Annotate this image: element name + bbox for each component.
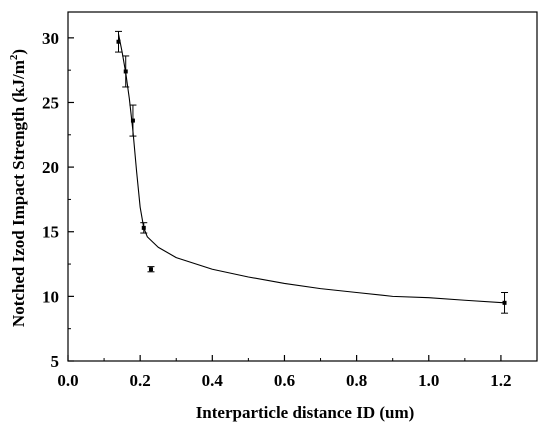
y-tick-label: 15 [42,223,59,242]
point-marker [148,267,153,272]
x-tick-label: 0.6 [274,371,295,390]
data-points-group [115,30,509,314]
point-marker [502,300,507,305]
x-tick-label: 0.4 [202,371,224,390]
y-tick-label: 20 [42,158,59,177]
data-point [129,104,137,137]
x-axis-ticks: 0.0 0.2 0.4 0.6 0.8 1.0 1.2 [57,355,512,390]
y-tick-label: 5 [51,352,60,371]
data-point [122,55,130,88]
point-marker [130,118,135,123]
y-axis-ticks: 5 10 15 20 25 30 [42,29,74,371]
x-tick-label: 0.8 [346,371,367,390]
y-axis-label-close: ) [9,49,28,55]
y-tick-label: 30 [42,29,59,48]
plot-frame [67,11,538,362]
y-axis-label-main: Notched Izod Impact Strength (kJ/m [9,60,28,327]
x-tick-label: 1.0 [418,371,439,390]
fit-curve [117,33,505,304]
x-tick-label: 0.2 [130,371,151,390]
y-tick-label: 25 [42,93,59,112]
point-marker [123,69,128,74]
data-point [147,266,155,273]
point-marker [141,225,146,230]
point-marker [116,39,121,44]
y-tick-label: 10 [42,287,59,306]
x-axis-label: Interparticle distance ID (um) [196,403,415,422]
x-tick-label: 0.0 [57,371,78,390]
data-point [501,291,509,314]
y-axis-label: Notched Izod Impact Strength (kJ/m2) [8,49,28,327]
fit-curve-group [117,33,505,304]
data-point [140,222,148,234]
x-tick-label: 1.2 [490,371,511,390]
data-point [115,30,123,53]
y-axis-label-superscript: 2 [8,54,20,60]
